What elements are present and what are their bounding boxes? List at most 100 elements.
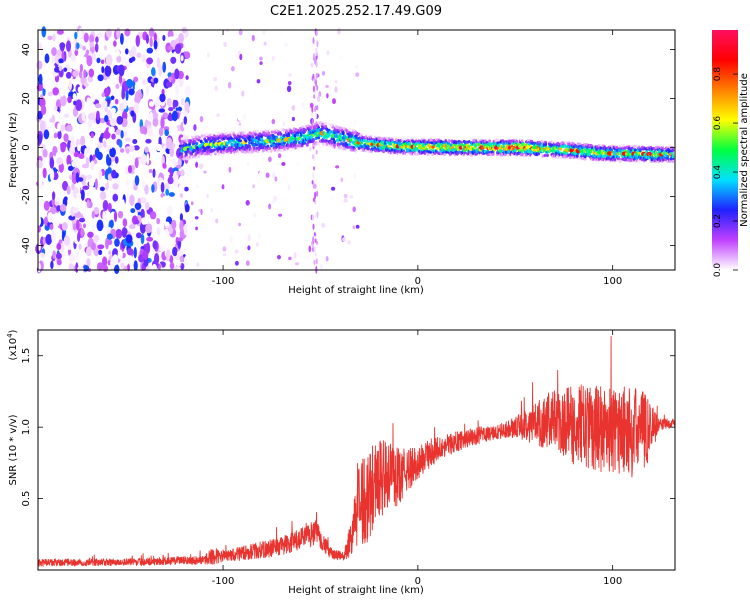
heatmap-cell xyxy=(412,144,416,149)
heatmap-cell xyxy=(153,83,158,94)
heatmap-cell xyxy=(153,32,157,42)
heatmap-cell xyxy=(121,86,125,95)
heatmap-cell xyxy=(93,234,100,242)
heatmap-cell xyxy=(167,62,174,73)
heatmap-cell xyxy=(165,188,170,196)
heatmap-cell xyxy=(237,50,241,55)
heatmap-cell xyxy=(559,155,563,159)
heatmap-cell xyxy=(590,146,594,150)
heatmap-cell xyxy=(75,172,80,184)
spectrogram-x-tick-label: 100 xyxy=(603,276,622,287)
heatmap-cell xyxy=(314,238,317,243)
heatmap-cell xyxy=(83,69,87,79)
heatmap-cell xyxy=(156,227,161,236)
heatmap-cell xyxy=(661,158,665,162)
heatmap-cell xyxy=(195,142,199,146)
heatmap-cell xyxy=(45,234,53,245)
heatmap-cell xyxy=(321,223,326,228)
heatmap-cell xyxy=(71,207,79,214)
colorbar-tick-label: 0.6 xyxy=(713,116,723,131)
snr-series-line xyxy=(38,335,675,567)
heatmap-cell xyxy=(253,212,257,218)
heatmap-cell xyxy=(228,133,232,138)
heatmap-cell xyxy=(119,148,125,153)
colorbar: 0.0 0.2 0.4 0.6 0.8 Normalized spectral ampl… xyxy=(712,30,750,277)
heatmap-cell xyxy=(266,144,270,148)
heatmap-cell xyxy=(163,112,169,119)
heatmap-cell xyxy=(284,170,288,176)
heatmap-cell xyxy=(140,233,145,245)
heatmap-cell xyxy=(191,135,194,139)
heatmap-cell xyxy=(129,27,136,39)
heatmap-cell xyxy=(108,126,115,135)
colorbar-tick-label: 0.8 xyxy=(713,67,723,82)
heatmap-cell xyxy=(291,105,296,111)
heatmap-cell xyxy=(72,223,77,231)
heatmap-cell xyxy=(179,220,184,232)
heatmap-cell xyxy=(331,186,336,191)
heatmap-cell xyxy=(143,126,148,135)
heatmap-cell xyxy=(107,202,112,212)
heatmap-cell xyxy=(152,168,156,178)
heatmap-cell xyxy=(103,140,107,148)
spectrogram-x-tick-label: 0 xyxy=(415,276,421,287)
heatmap-cell xyxy=(153,40,158,50)
heatmap-cell xyxy=(152,240,158,250)
heatmap-cell xyxy=(244,255,249,259)
heatmap-cell xyxy=(105,28,112,39)
heatmap-cell xyxy=(304,128,307,132)
heatmap-cell xyxy=(314,106,317,113)
heatmap-cell xyxy=(190,201,194,206)
heatmap-cell xyxy=(76,42,80,50)
heatmap-cell xyxy=(82,185,90,190)
heatmap-cell xyxy=(132,79,136,90)
heatmap-cell xyxy=(237,113,242,121)
heatmap-cell xyxy=(112,193,119,202)
heatmap-cell xyxy=(171,110,178,122)
heatmap-cell xyxy=(289,129,293,133)
heatmap-cell xyxy=(169,262,175,270)
heatmap-cell xyxy=(134,219,140,225)
heatmap-cell xyxy=(158,127,164,137)
heatmap-cell xyxy=(209,152,213,157)
heatmap-cell xyxy=(476,138,480,142)
heatmap-cell xyxy=(189,145,193,149)
heatmap-cell xyxy=(141,217,147,225)
heatmap-cell xyxy=(291,139,294,143)
heatmap-cell xyxy=(130,110,135,117)
heatmap-cell xyxy=(239,53,243,61)
heatmap-cell xyxy=(261,242,265,250)
heatmap-cell xyxy=(518,144,521,148)
heatmap-cell xyxy=(271,56,275,61)
heatmap-cell xyxy=(316,211,319,218)
heatmap-cell xyxy=(312,154,315,160)
heatmap-cell xyxy=(145,242,151,254)
heatmap-cell xyxy=(165,137,173,150)
heatmap-cell xyxy=(172,99,179,108)
heatmap-cell xyxy=(348,127,351,131)
heatmap-cell xyxy=(71,183,75,191)
heatmap-cell xyxy=(491,152,495,156)
heatmap-cell xyxy=(107,109,111,116)
heatmap-cell xyxy=(53,111,60,121)
heatmap-cell xyxy=(213,134,216,138)
heatmap-cell xyxy=(108,250,112,255)
heatmap-cell xyxy=(77,144,81,152)
heatmap-cell xyxy=(454,141,458,145)
heatmap-cell xyxy=(398,142,402,146)
heatmap-cell xyxy=(134,168,139,174)
heatmap-cell xyxy=(335,220,339,224)
heatmap-cell xyxy=(43,200,50,211)
heatmap-cell xyxy=(515,139,519,144)
heatmap-cell xyxy=(63,133,69,143)
heatmap-cell xyxy=(114,98,119,105)
heatmap-cell xyxy=(274,176,278,182)
heatmap-cell xyxy=(140,208,145,220)
heatmap-cell xyxy=(170,56,177,64)
heatmap-cell xyxy=(51,114,56,124)
heatmap-cell xyxy=(114,156,119,164)
snr-panel: -100 0 100 0.5 1.0 1.5 Height of straight lin… xyxy=(6,329,676,596)
heatmap-cell xyxy=(116,55,122,63)
heatmap-cell xyxy=(404,137,407,141)
heatmap-cell xyxy=(217,132,221,136)
